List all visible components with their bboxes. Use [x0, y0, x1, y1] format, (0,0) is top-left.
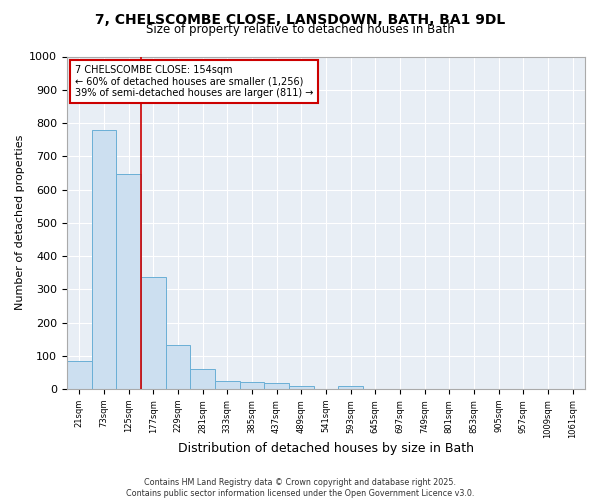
Bar — [239, 382, 264, 389]
Bar — [67, 361, 92, 389]
Bar — [141, 278, 166, 389]
Text: 7 CHELSCOMBE CLOSE: 154sqm
← 60% of detached houses are smaller (1,256)
39% of s: 7 CHELSCOMBE CLOSE: 154sqm ← 60% of deta… — [74, 65, 313, 98]
Bar — [116, 174, 141, 389]
Bar — [166, 345, 190, 389]
X-axis label: Distribution of detached houses by size in Bath: Distribution of detached houses by size … — [178, 442, 474, 455]
Bar — [289, 386, 314, 389]
Bar — [190, 369, 215, 389]
Bar — [338, 386, 363, 389]
Text: Size of property relative to detached houses in Bath: Size of property relative to detached ho… — [146, 22, 454, 36]
Y-axis label: Number of detached properties: Number of detached properties — [15, 135, 25, 310]
Text: 7, CHELSCOMBE CLOSE, LANSDOWN, BATH, BA1 9DL: 7, CHELSCOMBE CLOSE, LANSDOWN, BATH, BA1… — [95, 12, 505, 26]
Bar — [264, 383, 289, 389]
Bar — [92, 130, 116, 389]
Bar — [215, 381, 239, 389]
Text: Contains HM Land Registry data © Crown copyright and database right 2025.
Contai: Contains HM Land Registry data © Crown c… — [126, 478, 474, 498]
